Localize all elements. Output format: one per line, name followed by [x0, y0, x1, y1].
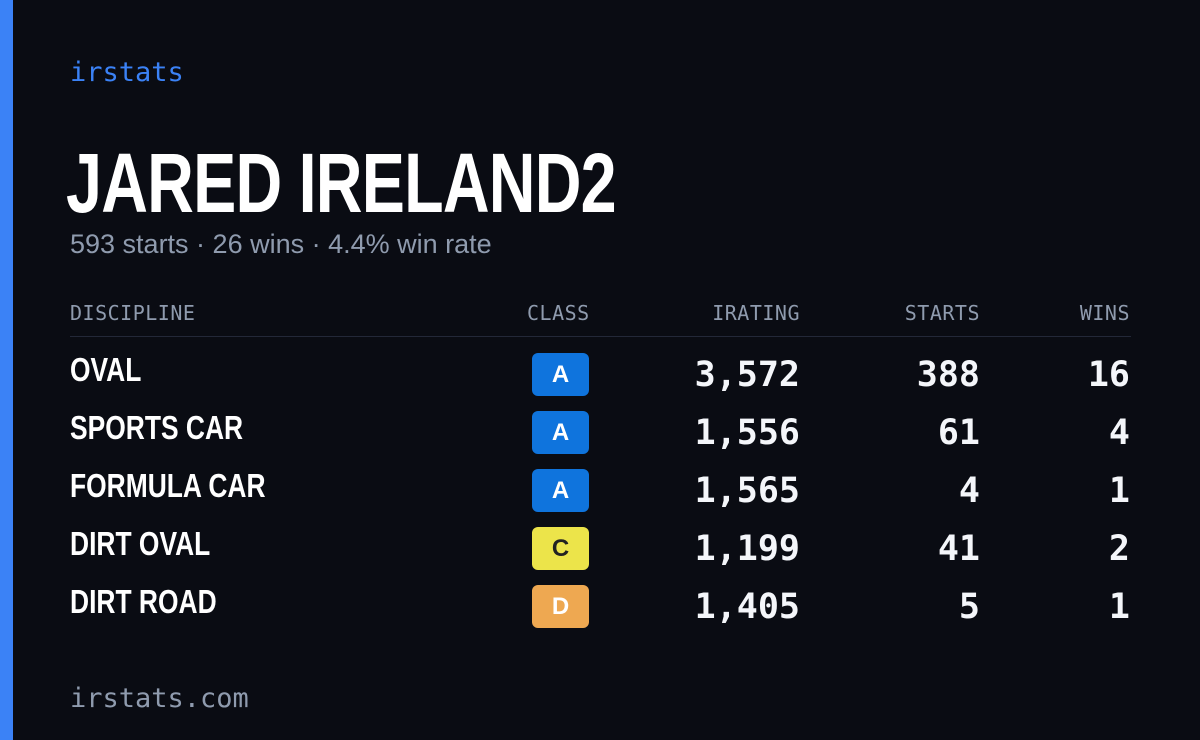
table-header: DISCIPLINE CLASS IRATING STARTS WINS — [70, 296, 1131, 337]
header-wins: WINS — [1079, 301, 1130, 325]
discipline-label: OVAL — [70, 351, 142, 388]
wins-value: 16 — [1087, 355, 1130, 395]
header-starts: STARTS — [904, 301, 980, 325]
discipline-label: FORMULA CAR — [70, 467, 266, 504]
table-row: DIRT OVAL C 1,199 41 2 — [70, 511, 1131, 570]
irating-value: 1,199 — [694, 529, 800, 569]
site-url: irstats.com — [70, 683, 249, 714]
brand-wordmark: irstats — [70, 57, 184, 88]
header-irating: IRATING — [712, 301, 800, 325]
discipline-table: DISCIPLINE CLASS IRATING STARTS WINS OVA… — [70, 296, 1131, 628]
class-badge: A — [532, 411, 589, 454]
discipline-label: DIRT OVAL — [70, 525, 211, 562]
wins-value: 1 — [1108, 471, 1130, 511]
irating-value: 1,405 — [694, 587, 800, 627]
irating-value: 3,572 — [694, 355, 800, 395]
class-badge: C — [532, 527, 589, 570]
discipline-label: DIRT ROAD — [70, 583, 217, 620]
table-row: SPORTS CAR A 1,556 61 4 — [70, 395, 1131, 454]
starts-value: 61 — [937, 413, 980, 453]
table-row: OVAL A 3,572 388 16 — [70, 337, 1131, 396]
starts-value: 388 — [916, 355, 980, 395]
header-discipline: DISCIPLINE — [70, 301, 196, 325]
table-row: FORMULA CAR A 1,565 4 1 — [70, 453, 1131, 512]
table-row: DIRT ROAD D 1,405 5 1 — [70, 569, 1131, 628]
accent-bar — [0, 0, 13, 740]
irating-value: 1,556 — [694, 413, 800, 453]
starts-value: 41 — [937, 529, 980, 569]
wins-value: 1 — [1108, 587, 1130, 627]
starts-value: 5 — [958, 587, 980, 627]
discipline-label: SPORTS CAR — [70, 409, 244, 446]
driver-name: JARED IRELAND2 — [66, 136, 617, 230]
irating-value: 1,565 — [694, 471, 800, 511]
class-badge: A — [532, 353, 589, 396]
class-badge: A — [532, 469, 589, 512]
class-badge: D — [532, 585, 589, 628]
career-summary: 593 starts · 26 wins · 4.4% win rate — [70, 229, 492, 259]
wins-value: 2 — [1108, 529, 1130, 569]
starts-value: 4 — [958, 471, 980, 511]
header-class: CLASS — [527, 301, 590, 325]
wins-value: 4 — [1108, 413, 1130, 453]
